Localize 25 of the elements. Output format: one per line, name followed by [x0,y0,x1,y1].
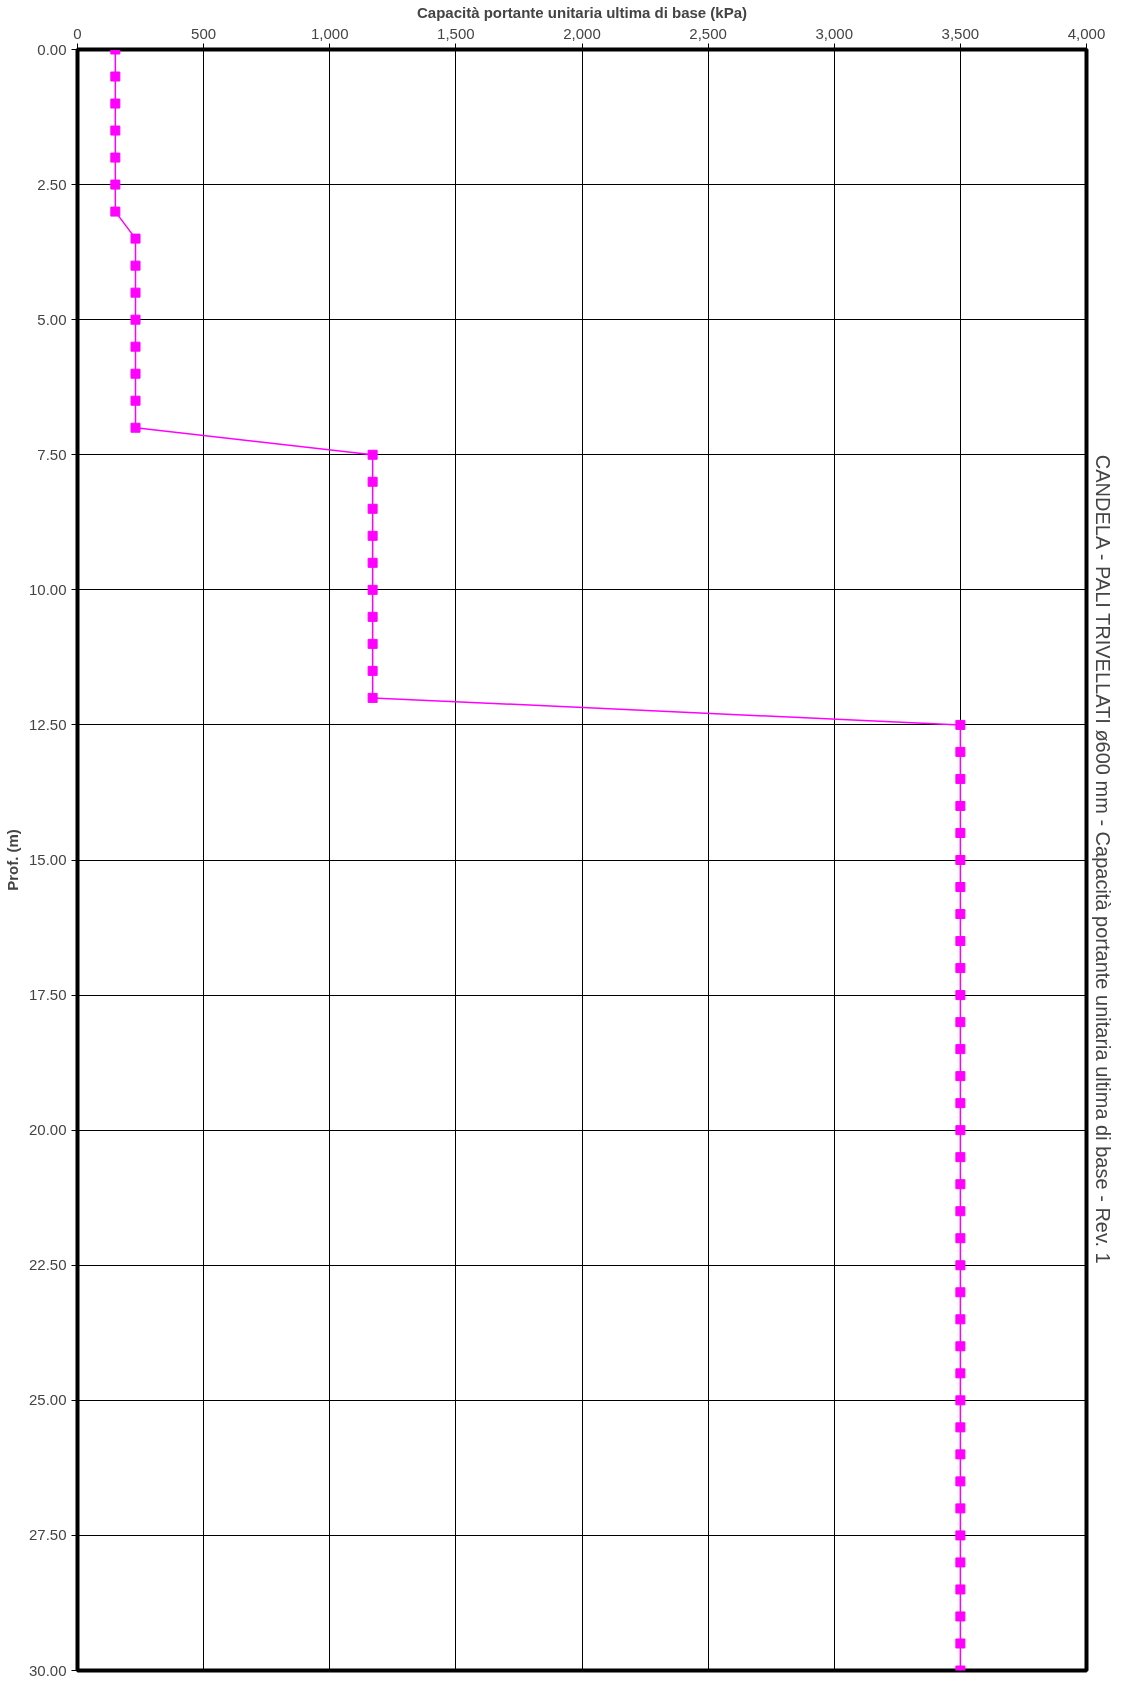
y-tick-label: 27.50 [28,1526,67,1544]
y-axis-title: Prof. (m) [3,829,21,891]
x-tick-label: 500 [191,24,217,42]
y-tick-label: 10.00 [28,580,67,598]
text: CANDELA - PALI TRIVELLATI ø600 mm - Capacità portante unitaria ultima di base - Rev. 1 [1091,454,1114,1264]
y-tick-label: 22.50 [28,1256,67,1274]
x-tick-label: 4,000 [1067,24,1106,42]
x-tick-label: 1,000 [310,24,349,42]
y-tick-label: 0.00 [37,40,67,58]
x-tick-label: 3,000 [815,24,854,42]
x-tick-label: 1,500 [437,24,475,42]
x-tick-label: 2,000 [563,24,601,42]
y-tick-label: 5.00 [37,310,67,328]
y-tick-label: 2.50 [37,175,67,193]
y-tick-label: 30.00 [28,1661,67,1679]
y-tick-label: 20.00 [28,1121,67,1139]
x-tick-label: 0 [73,24,82,42]
y-tick-label: 17.50 [28,986,67,1004]
x-axis-title: Capacità portante unitaria ultima di base (kPa) [416,3,748,21]
y-tick-label: 15.00 [28,851,67,868]
y-tick-label: 25.00 [28,1391,67,1409]
x-tick-label: 2,500 [689,24,727,42]
y-tick-label: 12.50 [28,715,67,733]
x-tick-label: 3,500 [941,24,980,42]
y-tick-label: 7.50 [37,445,67,463]
